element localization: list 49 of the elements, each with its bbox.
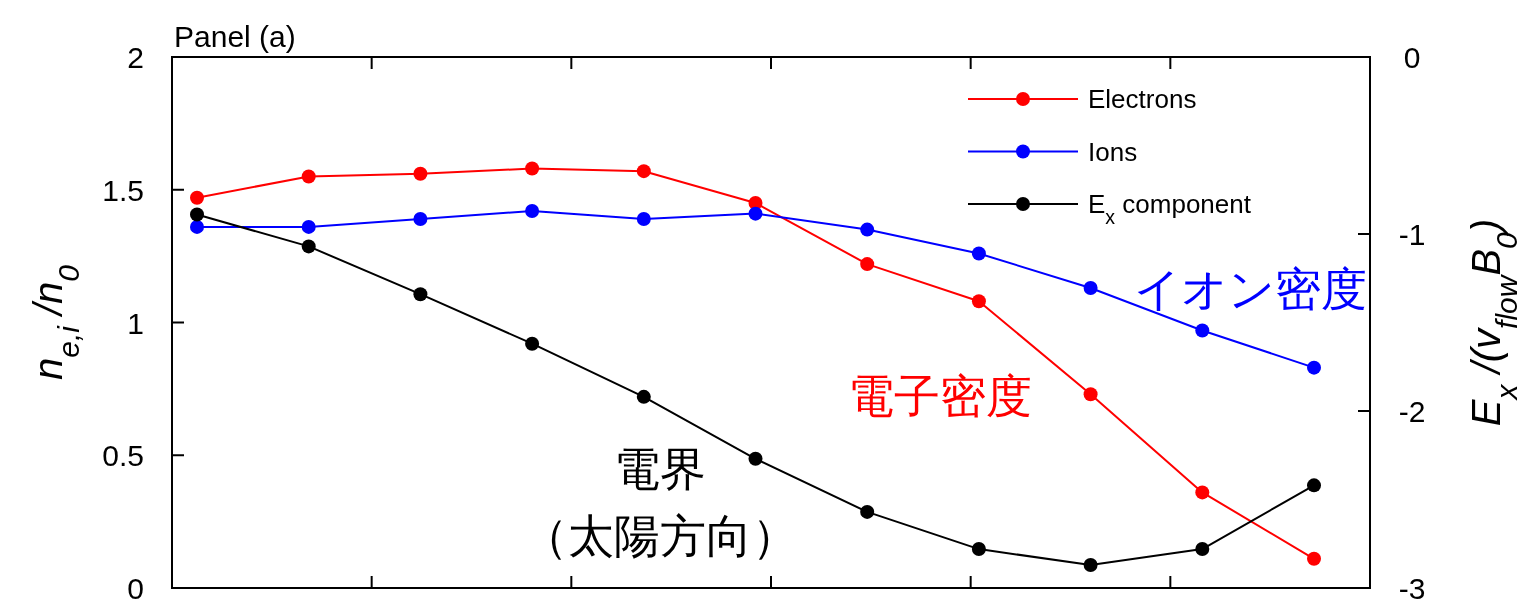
point xyxy=(636,211,651,226)
legend-label: Electrons xyxy=(1088,84,1197,114)
point xyxy=(1195,485,1210,500)
point xyxy=(971,294,986,309)
point xyxy=(1195,323,1210,338)
point xyxy=(1307,551,1321,566)
point xyxy=(860,222,875,237)
point xyxy=(1307,360,1321,375)
y2-tick-label: -2 xyxy=(1398,395,1426,428)
y2-tick-label: 0 xyxy=(1403,41,1421,74)
point xyxy=(860,504,875,519)
annotation: （太陽方向） xyxy=(522,510,798,562)
point xyxy=(525,203,540,218)
point xyxy=(301,169,316,184)
point xyxy=(190,190,204,205)
point xyxy=(1307,478,1321,493)
chart-title: Panel (a) xyxy=(174,20,296,53)
point xyxy=(525,336,540,351)
point xyxy=(1195,542,1210,557)
annotation: イオン密度 xyxy=(1133,263,1367,315)
y-tick-label: 1 xyxy=(127,306,144,340)
point xyxy=(413,287,428,302)
point xyxy=(748,206,763,221)
point xyxy=(413,166,428,181)
point xyxy=(971,542,986,557)
legend-label: E$_{x}$ component xyxy=(1088,189,1252,228)
y2-tick-label: -1 xyxy=(1398,218,1426,251)
y-tick-label: 2 xyxy=(127,41,144,74)
point xyxy=(1083,387,1098,402)
annotation: 電子密度 xyxy=(848,370,1032,422)
legend-label: Ions xyxy=(1088,136,1138,167)
point xyxy=(190,219,204,234)
point xyxy=(301,219,316,234)
y2-tick-label: -3 xyxy=(1398,572,1426,603)
point xyxy=(636,164,651,179)
point xyxy=(1083,557,1098,572)
y-tick-label: 0.5 xyxy=(102,439,144,473)
point xyxy=(860,257,875,272)
point xyxy=(636,389,651,404)
point xyxy=(190,207,204,222)
annotation: 電界 xyxy=(614,443,706,495)
y-tick-label: 1.5 xyxy=(102,173,144,207)
y-tick-label: 0 xyxy=(127,572,144,603)
point xyxy=(301,239,316,254)
point xyxy=(1083,280,1098,295)
point xyxy=(748,451,763,466)
point xyxy=(971,246,986,261)
point xyxy=(525,161,540,176)
point xyxy=(413,211,428,226)
